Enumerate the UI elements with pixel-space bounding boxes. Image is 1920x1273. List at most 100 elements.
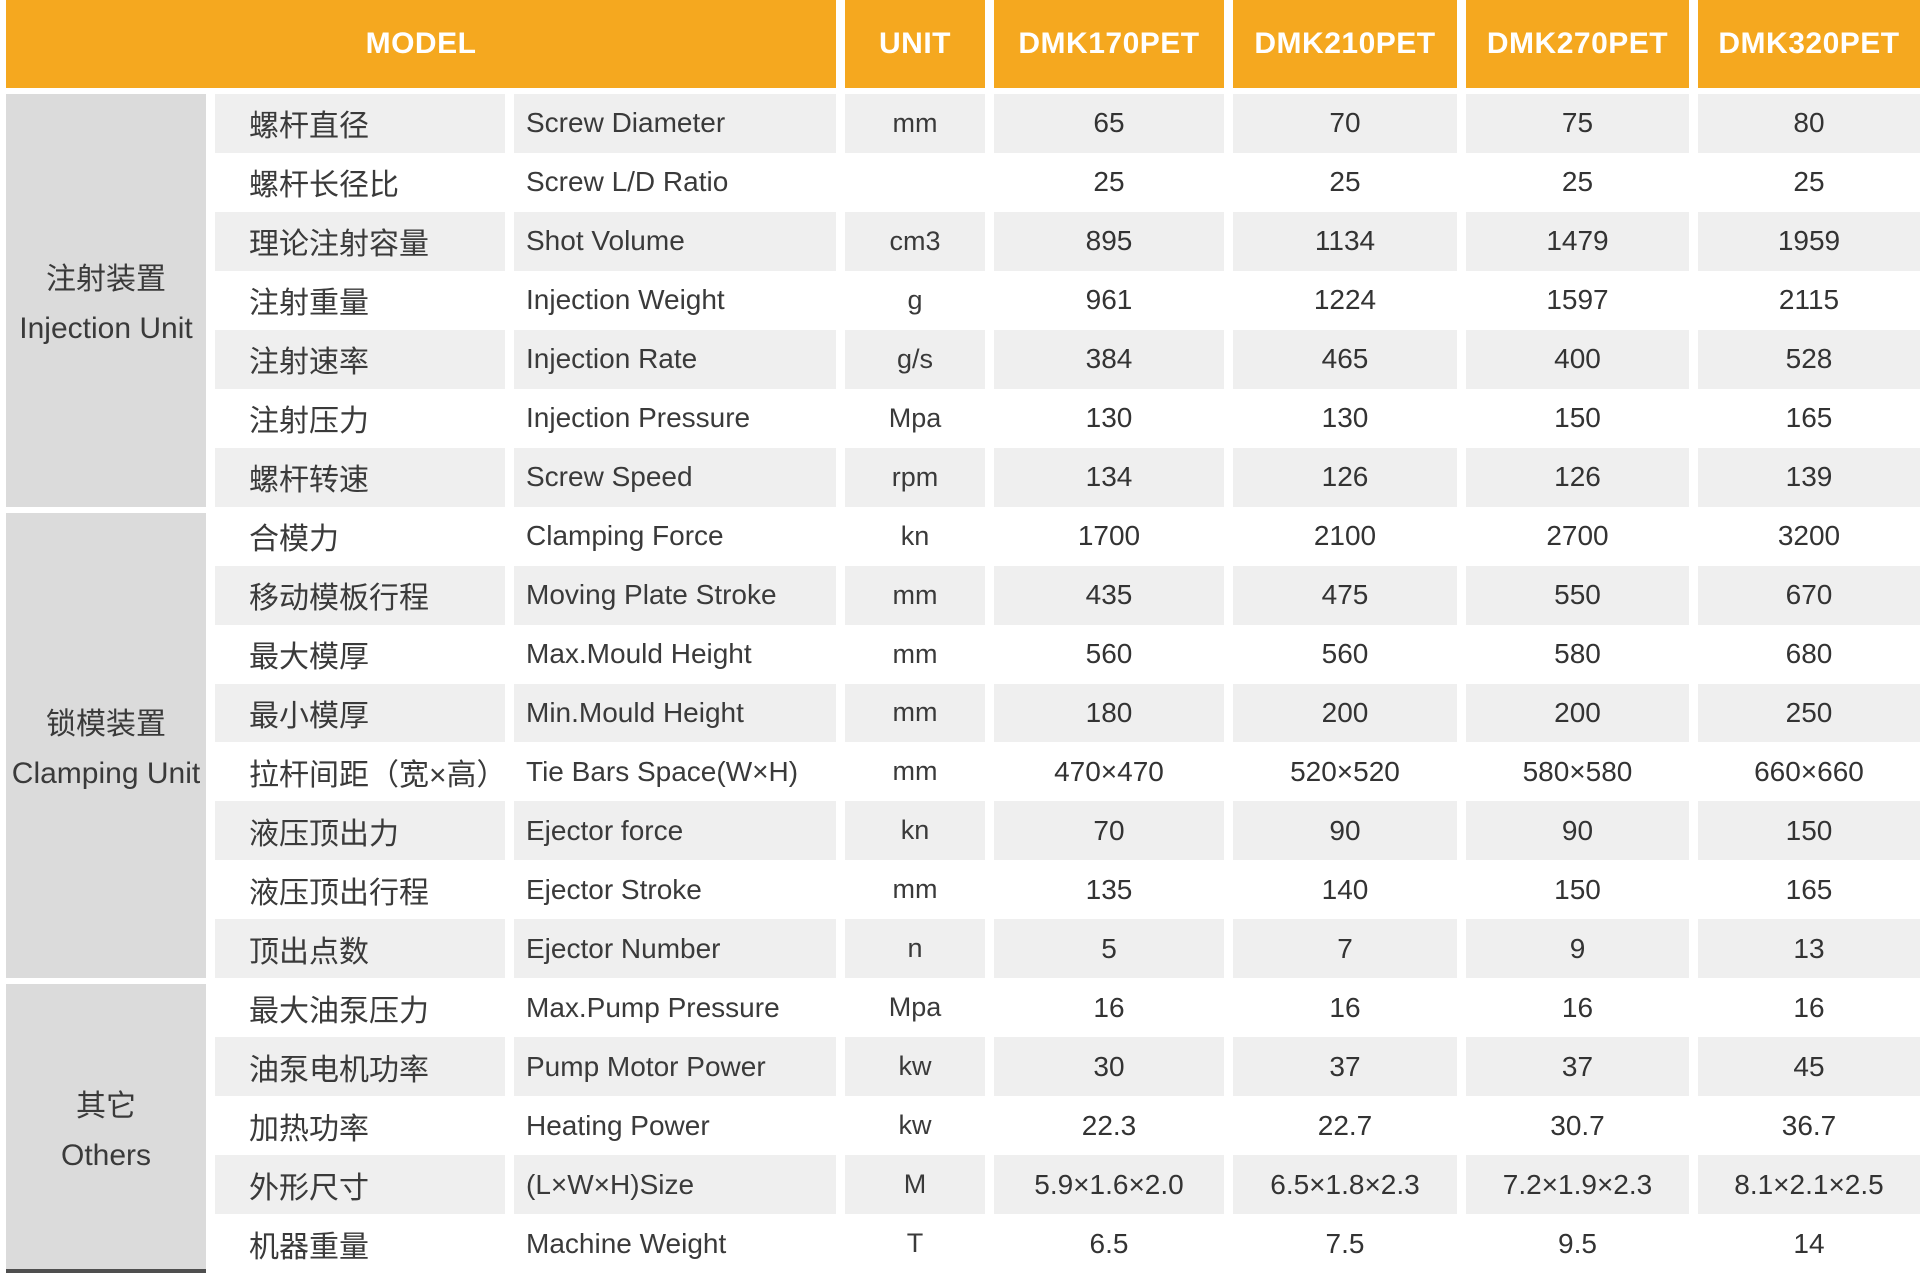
row-value: 140 xyxy=(1321,873,1369,905)
row-value: 660×660 xyxy=(1754,755,1864,787)
row-value: 5.9×1.6×2.0 xyxy=(994,1155,1224,1215)
row-label-cn: 注射速率 xyxy=(215,329,505,389)
row-value: 165 xyxy=(1785,873,1833,905)
row-label-cn: 注射重量 xyxy=(249,287,369,321)
row-label-en: Max.Pump Pressure xyxy=(526,991,780,1023)
row-label-cn: 加热功率 xyxy=(249,1112,369,1146)
header-model: MODEL xyxy=(6,0,836,88)
row-value: 126 xyxy=(1233,447,1457,507)
row-label-en: Shot Volume xyxy=(514,211,836,271)
row-value: 16 xyxy=(1093,991,1125,1023)
header-model-column-3: DMK270PET xyxy=(1466,0,1689,88)
header-unit: UNIT xyxy=(845,0,985,88)
header-model-column-1: DMK170PET xyxy=(994,0,1224,88)
row-value: 126 xyxy=(1466,447,1689,507)
row-value: 80 xyxy=(1698,94,1920,153)
row-label-cn: 顶出点数 xyxy=(215,919,505,979)
table-body: 注射装置 Injection Unit 螺杆直径 Screw Diameter mm 65… xyxy=(6,94,1920,1273)
row-value: 70 xyxy=(994,801,1224,861)
row-value: 3200 xyxy=(1777,520,1841,552)
row-unit: Mpa xyxy=(888,992,942,1023)
row-label-en: Ejector Stroke xyxy=(526,873,702,905)
header-model-column-4: DMK320PET xyxy=(1698,0,1920,88)
table-header-row: MODEL UNIT DMK170PET DMK210PET DMK270PET… xyxy=(6,0,1920,88)
row-unit: mm xyxy=(845,565,985,625)
row-value: 130 xyxy=(1321,402,1369,434)
row-value: 528 xyxy=(1698,329,1920,389)
row-label-en: Screw Diameter xyxy=(514,94,836,153)
row-value: 13 xyxy=(1698,919,1920,979)
row-value: 7 xyxy=(1233,919,1457,979)
row-value: 384 xyxy=(994,329,1224,389)
section-label-clamping-unit: 锁模装置 Clamping Unit xyxy=(6,506,206,979)
row-label-cn: 外形尺寸 xyxy=(215,1155,505,1215)
row-value: 16 xyxy=(1329,991,1361,1023)
row-value: 470×470 xyxy=(1054,755,1164,787)
row-value: 30.7 xyxy=(1550,1109,1605,1141)
row-value: 36.7 xyxy=(1781,1109,1837,1141)
row-value: 2100 xyxy=(1313,520,1377,552)
row-label-cn: 螺杆直径 xyxy=(215,94,505,153)
row-label-cn: 螺杆转速 xyxy=(215,447,505,507)
row-label-en: Machine Weight xyxy=(526,1227,727,1259)
row-unit: g/s xyxy=(845,329,985,389)
row-value: 9.5 xyxy=(1558,1227,1597,1259)
row-label-cn: 螺杆长径比 xyxy=(249,169,399,203)
row-label-en: Clamping Force xyxy=(526,520,724,552)
section-label-cn: 注射装置 xyxy=(46,263,166,297)
row-value: 16 xyxy=(1561,991,1594,1023)
row-label-en: Pump Motor Power xyxy=(514,1037,836,1097)
row-value: 1959 xyxy=(1698,211,1920,271)
row-value: 7.2×1.9×2.3 xyxy=(1466,1155,1689,1215)
row-value: 5 xyxy=(994,919,1224,979)
row-unit: kw xyxy=(898,1110,932,1141)
section-label-injection-unit: 注射装置 Injection Unit xyxy=(6,94,206,507)
row-value: 25 xyxy=(1329,166,1361,198)
row-value: 139 xyxy=(1698,447,1920,507)
row-unit: kn xyxy=(845,801,985,861)
row-unit: n xyxy=(845,919,985,979)
row-label-en: Max.Mould Height xyxy=(526,638,752,670)
row-label-cn: 油泵电机功率 xyxy=(215,1037,505,1097)
row-value: 22.3 xyxy=(1081,1109,1137,1141)
row-value: 250 xyxy=(1698,683,1920,743)
row-value: 134 xyxy=(994,447,1224,507)
row-value: 1134 xyxy=(1233,211,1457,271)
row-label-cn: 注射压力 xyxy=(249,405,369,439)
row-value: 670 xyxy=(1698,565,1920,625)
row-value: 475 xyxy=(1233,565,1457,625)
row-value: 1224 xyxy=(1313,284,1377,316)
row-label-en: Injection Weight xyxy=(526,284,725,316)
row-value: 680 xyxy=(1785,638,1833,670)
row-label-cn: 液压顶出行程 xyxy=(249,876,429,910)
row-label-cn: 移动模板行程 xyxy=(215,565,505,625)
row-value: 520×520 xyxy=(1290,755,1400,787)
row-label-en: Injection Rate xyxy=(514,329,836,389)
row-value: 135 xyxy=(1085,873,1133,905)
row-unit: Mpa xyxy=(888,402,942,433)
row-unit: mm xyxy=(892,756,938,787)
row-unit: rpm xyxy=(845,447,985,507)
section-label-en: Clamping Unit xyxy=(11,757,201,791)
row-unit: mm xyxy=(845,94,985,153)
row-value: 2115 xyxy=(1778,284,1840,316)
row-value: 90 xyxy=(1233,801,1457,861)
row-label-en: Heating Power xyxy=(526,1109,710,1141)
row-value: 150 xyxy=(1554,873,1601,905)
row-value: 180 xyxy=(994,683,1224,743)
row-value: 7.5 xyxy=(1325,1227,1365,1259)
row-value: 400 xyxy=(1466,329,1689,389)
row-value: 25 xyxy=(1093,166,1125,198)
row-value: 75 xyxy=(1466,94,1689,153)
section-label-en: Others xyxy=(60,1138,152,1172)
section-label-cn: 其它 xyxy=(76,1089,136,1123)
header-model-column-2: DMK210PET xyxy=(1233,0,1457,88)
row-label-cn: 最大油泵压力 xyxy=(249,994,429,1028)
row-unit: T xyxy=(906,1228,924,1259)
row-label-en: Min.Mould Height xyxy=(514,683,836,743)
row-value: 2700 xyxy=(1546,520,1609,552)
section-label-en: Injection Unit xyxy=(19,312,193,346)
row-unit: mm xyxy=(845,683,985,743)
section-label-cn: 锁模装置 xyxy=(46,708,166,742)
